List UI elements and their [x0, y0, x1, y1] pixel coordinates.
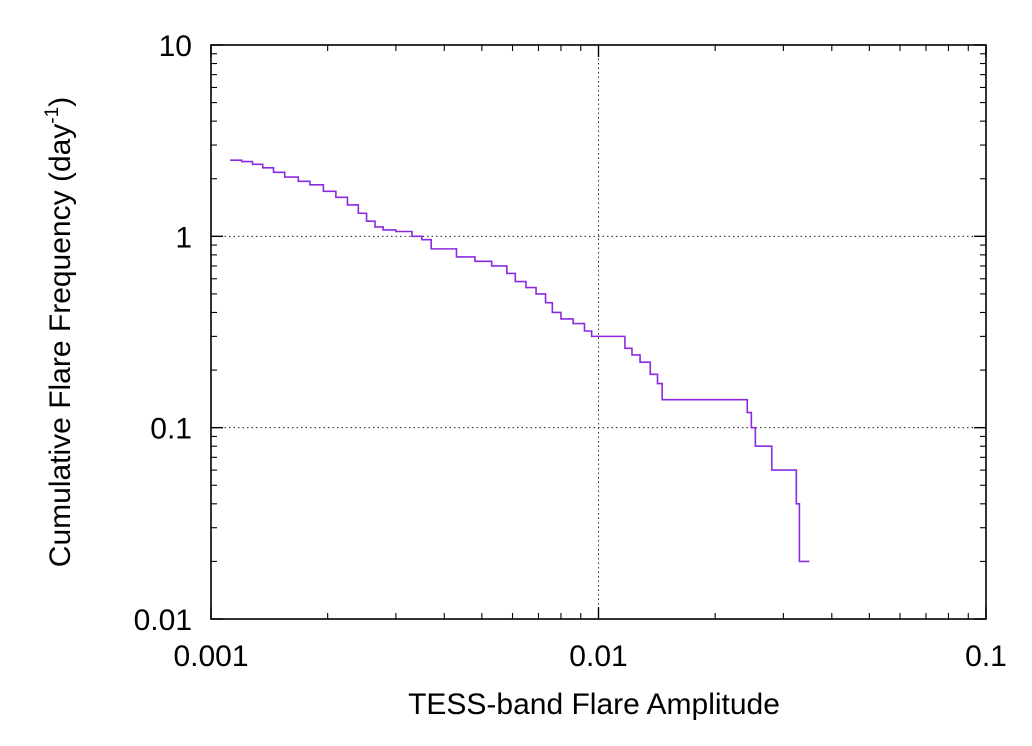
y-axis-label-superscript: -1 — [42, 107, 63, 124]
y-tick-label: 10 — [159, 30, 192, 63]
y-tick-labels: 0.01 0.1 1 10 — [134, 30, 192, 637]
y-tick-label: 0.1 — [150, 413, 192, 446]
x-tick-label: 0.01 — [569, 640, 627, 673]
minor-ticks — [211, 45, 986, 619]
y-axis-label: Cumulative Flare Frequency (day-1) — [42, 97, 77, 567]
y-tick-label: 1 — [175, 221, 192, 254]
x-tick-labels: 0.001 0.01 0.1 — [173, 640, 1006, 673]
x-tick-label: 0.001 — [173, 640, 248, 673]
grid-lines — [211, 45, 986, 619]
plot-frame — [210, 44, 987, 620]
x-axis-label: TESS-band Flare Amplitude — [408, 688, 780, 721]
y-axis-label-close: ) — [44, 97, 77, 107]
y-tick-label: 0.01 — [134, 604, 192, 637]
x-tick-label: 0.1 — [965, 640, 1007, 673]
series-step-line — [230, 159, 810, 563]
y-axis-label-main: Cumulative Flare Frequency (day — [44, 124, 77, 568]
